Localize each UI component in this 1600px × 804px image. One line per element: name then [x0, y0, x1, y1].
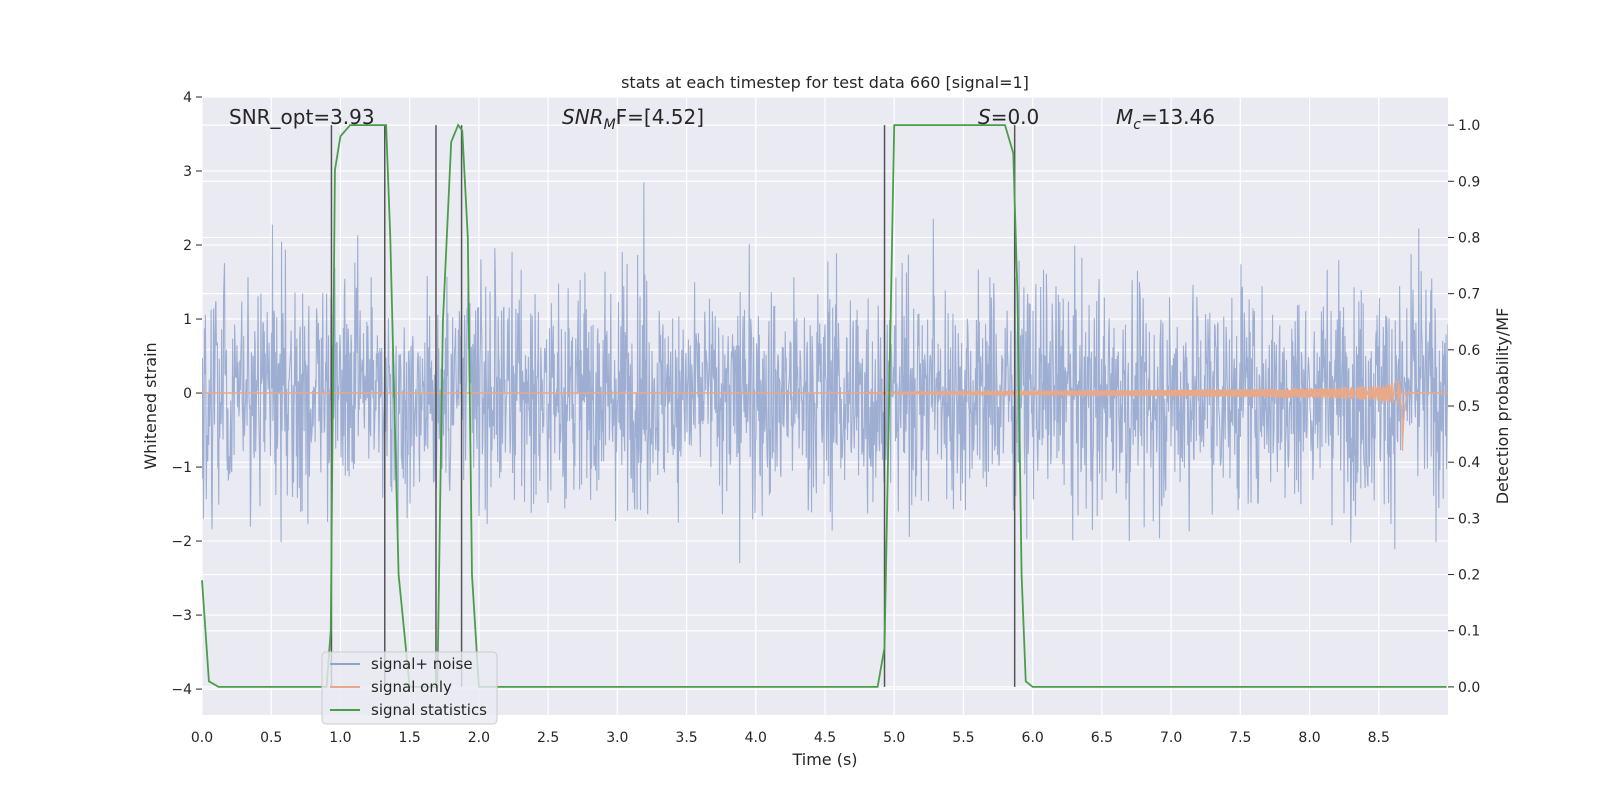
x-tick-label: 6.5	[1091, 730, 1113, 746]
legend-label-stats: signal statistics	[371, 701, 487, 719]
signal-noise-series	[202, 182, 1448, 564]
y-tick-label-right: 0.8	[1458, 230, 1480, 246]
chart-title: stats at each timestep for test data 660…	[621, 73, 1029, 92]
x-tick-label: 3.5	[675, 730, 697, 746]
x-tick-label: 6.0	[1022, 730, 1044, 746]
annotation-mc-rest: =13.46	[1141, 105, 1215, 129]
y-tick-label-right: 0.3	[1458, 511, 1480, 527]
y-tick-label-left: −1	[171, 460, 192, 476]
y-tick-label-left: 0	[183, 386, 192, 402]
signal-only-series	[202, 379, 1448, 451]
x-tick-label: 0.5	[260, 730, 282, 746]
y-axis-label-right: Detection probability/MF	[1493, 308, 1512, 505]
y-tick-label-left: 1	[183, 312, 192, 328]
annotation-mc-sub: c	[1133, 117, 1141, 133]
legend: signal+ noise signal only signal statist…	[321, 651, 498, 725]
signal-statistics-series	[201, 123, 1447, 688]
y-tick-label-right: 0.5	[1458, 399, 1480, 415]
noise-trace	[202, 182, 1448, 564]
y-tick-label-right: 0.0	[1458, 680, 1480, 696]
y-tick-label-left: 3	[183, 164, 192, 180]
x-tick-label: 4.5	[814, 730, 836, 746]
y-tick-label-right: 0.1	[1458, 624, 1480, 640]
y-axis-label-left: Whitened strain	[141, 342, 160, 469]
grid	[201, 96, 1448, 715]
x-tick-label: 5.5	[952, 730, 974, 746]
x-tick-label: 1.0	[329, 730, 351, 746]
x-tick-label: 5.0	[883, 730, 905, 746]
x-tick-label: 8.5	[1368, 730, 1390, 746]
x-tick-label: 7.5	[1229, 730, 1251, 746]
axis-ticks: 0.0 0.5 1.0 1.5 2.0 2.5 3.0 3.5 4.0 4.5 5.0 5.5 6.0 6…	[171, 90, 1480, 746]
signal-chirp	[866, 379, 1414, 451]
y-tick-label-right: 0.7	[1458, 287, 1480, 303]
annotation-s-rest: =0.0	[991, 105, 1040, 129]
x-axis-label: Time (s)	[791, 750, 857, 769]
annotation-snr-mf-rest: F=[4.52]	[616, 105, 704, 129]
y-tick-label-left: −3	[171, 608, 192, 624]
legend-label-signal: signal only	[371, 678, 452, 696]
annotation-mc-name: M	[1116, 105, 1133, 129]
x-tick-label: 7.0	[1160, 730, 1182, 746]
y-tick-label-right: 0.6	[1458, 343, 1480, 359]
annotation-snr-mf: SNRMF=[4.52]	[562, 105, 704, 133]
annotation-mc: Mc=13.46	[1116, 105, 1215, 133]
legend-box	[321, 651, 498, 725]
x-tick-label: 8.0	[1298, 730, 1320, 746]
annotation-snr-mf-sub: M	[604, 117, 616, 133]
y-tick-label-right: 0.4	[1458, 455, 1480, 471]
x-tick-label: 4.0	[745, 730, 767, 746]
y-tick-label-right: 0.2	[1458, 568, 1480, 584]
signal-statistics-line	[201, 123, 1447, 688]
annotation-s-name: S	[978, 105, 991, 129]
annotation-snr-opt: SNR_opt=3.93	[229, 105, 375, 129]
x-tick-label: 3.0	[606, 730, 628, 746]
y-tick-label-left: −4	[171, 682, 192, 698]
y-tick-label-right: 0.9	[1458, 174, 1480, 190]
annotation-snr-mf-name: SNR	[562, 105, 604, 129]
x-tick-label: 0.0	[191, 730, 213, 746]
y-tick-label-left: 2	[183, 238, 192, 254]
x-tick-label: 1.5	[399, 730, 421, 746]
x-tick-label: 2.5	[537, 730, 559, 746]
x-tick-label: 2.0	[468, 730, 490, 746]
y-tick-label-left: −2	[171, 534, 192, 550]
legend-label-noise: signal+ noise	[371, 655, 473, 673]
annotation-s: S=0.0	[978, 105, 1039, 129]
y-tick-label-right: 1.0	[1458, 118, 1480, 134]
y-tick-label-left: 4	[183, 90, 192, 106]
